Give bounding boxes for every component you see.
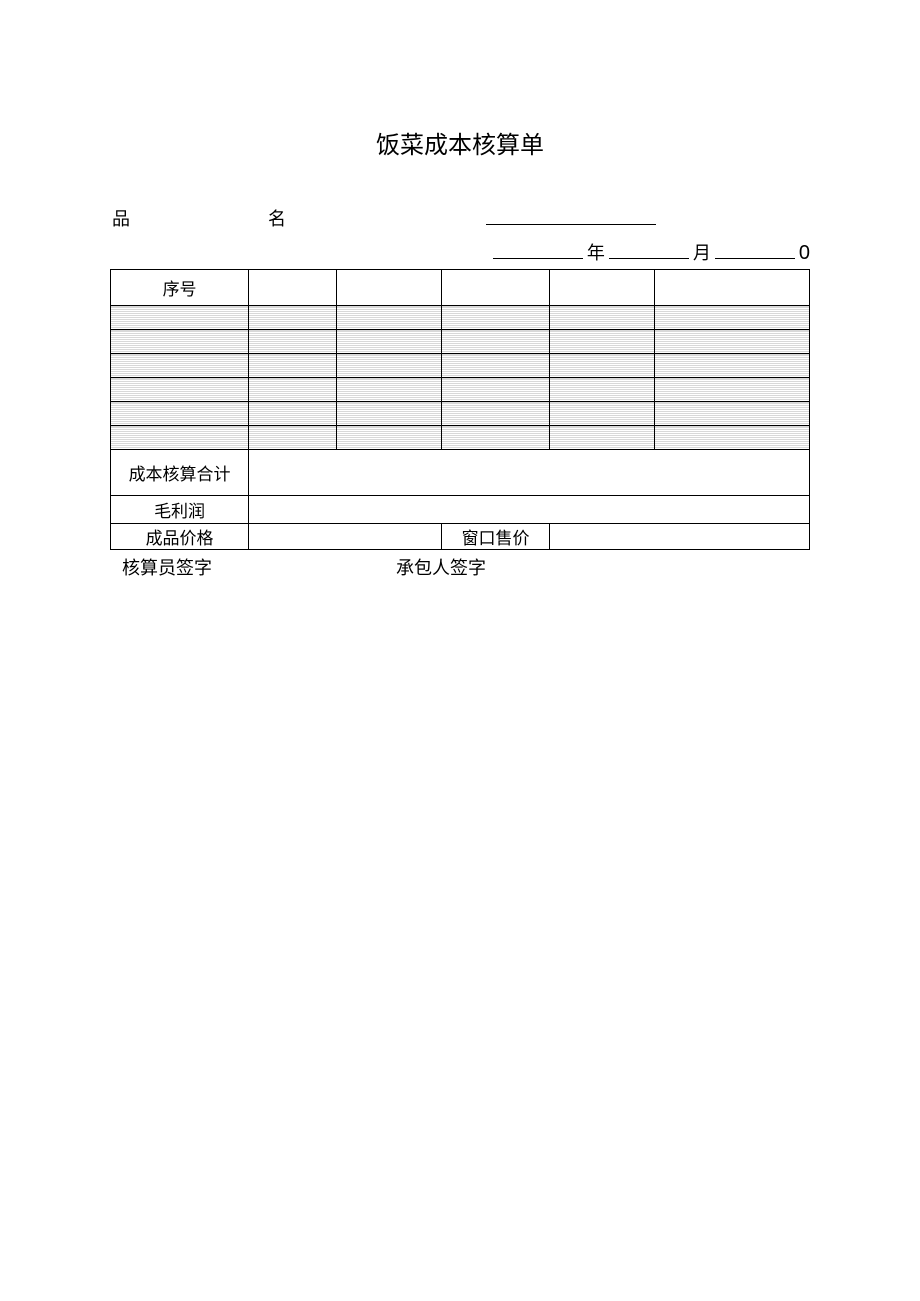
header-product-row: 品 名 <box>110 205 810 231</box>
cell[interactable] <box>441 306 550 330</box>
signature-row: 核算员签字 承包人签字 <box>110 554 810 580</box>
cell[interactable] <box>655 306 810 330</box>
document-page: 饭菜成本核算单 品 名 年 月 0 序号 <box>110 125 810 580</box>
cell[interactable] <box>441 402 550 426</box>
product-price-value[interactable] <box>249 524 442 550</box>
contractor-signature-label: 承包人签字 <box>396 554 486 580</box>
accountant-signature-label: 核算员签字 <box>122 554 212 580</box>
cell[interactable] <box>337 426 442 450</box>
cell[interactable] <box>655 426 810 450</box>
cell[interactable] <box>550 354 655 378</box>
month-label: 月 <box>693 239 711 265</box>
cell[interactable] <box>550 426 655 450</box>
cell[interactable] <box>111 306 249 330</box>
product-name-field[interactable] <box>486 205 656 225</box>
total-label: 成本核算合计 <box>111 450 249 496</box>
cell[interactable] <box>441 330 550 354</box>
col-header-3 <box>337 270 442 306</box>
cell[interactable] <box>249 354 337 378</box>
window-price-label: 窗口售价 <box>441 524 550 550</box>
gross-profit-label: 毛利润 <box>111 496 249 524</box>
cell[interactable] <box>249 306 337 330</box>
cell[interactable] <box>111 354 249 378</box>
cell[interactable] <box>249 330 337 354</box>
cell[interactable] <box>550 402 655 426</box>
total-value[interactable] <box>249 450 810 496</box>
cell[interactable] <box>441 426 550 450</box>
cell[interactable] <box>249 402 337 426</box>
cell[interactable] <box>655 378 810 402</box>
col-header-4 <box>441 270 550 306</box>
cell[interactable] <box>337 306 442 330</box>
year-label: 年 <box>587 239 605 265</box>
table-row <box>111 354 810 378</box>
product-price-label: 成品价格 <box>111 524 249 550</box>
product-label-pin: 品 <box>112 205 130 231</box>
table-row <box>111 330 810 354</box>
gross-profit-value[interactable] <box>249 496 810 524</box>
cell[interactable] <box>655 354 810 378</box>
cost-table: 序号 <box>110 269 810 550</box>
day-zero: 0 <box>799 242 810 265</box>
cell[interactable] <box>337 402 442 426</box>
window-price-value[interactable] <box>550 524 810 550</box>
cell[interactable] <box>111 402 249 426</box>
gross-profit-row: 毛利润 <box>111 496 810 524</box>
col-header-6 <box>655 270 810 306</box>
cell[interactable] <box>249 378 337 402</box>
cell[interactable] <box>249 426 337 450</box>
cell[interactable] <box>655 402 810 426</box>
table-row <box>111 378 810 402</box>
cell[interactable] <box>550 330 655 354</box>
col-header-5 <box>550 270 655 306</box>
header-date-row: 年 月 0 <box>110 239 810 265</box>
cell[interactable] <box>550 378 655 402</box>
cell[interactable] <box>655 330 810 354</box>
cell[interactable] <box>550 306 655 330</box>
product-label-ming: 名 <box>268 205 286 231</box>
year-field[interactable] <box>493 239 583 259</box>
cell[interactable] <box>337 354 442 378</box>
document-title: 饭菜成本核算单 <box>110 125 810 160</box>
table-row <box>111 426 810 450</box>
col-header-2 <box>249 270 337 306</box>
cell[interactable] <box>441 378 550 402</box>
table-row <box>111 402 810 426</box>
cell[interactable] <box>111 426 249 450</box>
total-row: 成本核算合计 <box>111 450 810 496</box>
cell[interactable] <box>337 330 442 354</box>
col-header-seq: 序号 <box>111 270 249 306</box>
month-field[interactable] <box>609 239 689 259</box>
cell[interactable] <box>337 378 442 402</box>
cell[interactable] <box>111 330 249 354</box>
cell[interactable] <box>111 378 249 402</box>
price-row: 成品价格 窗口售价 <box>111 524 810 550</box>
day-field[interactable] <box>715 239 795 259</box>
table-row <box>111 306 810 330</box>
table-header-row: 序号 <box>111 270 810 306</box>
cell[interactable] <box>441 354 550 378</box>
